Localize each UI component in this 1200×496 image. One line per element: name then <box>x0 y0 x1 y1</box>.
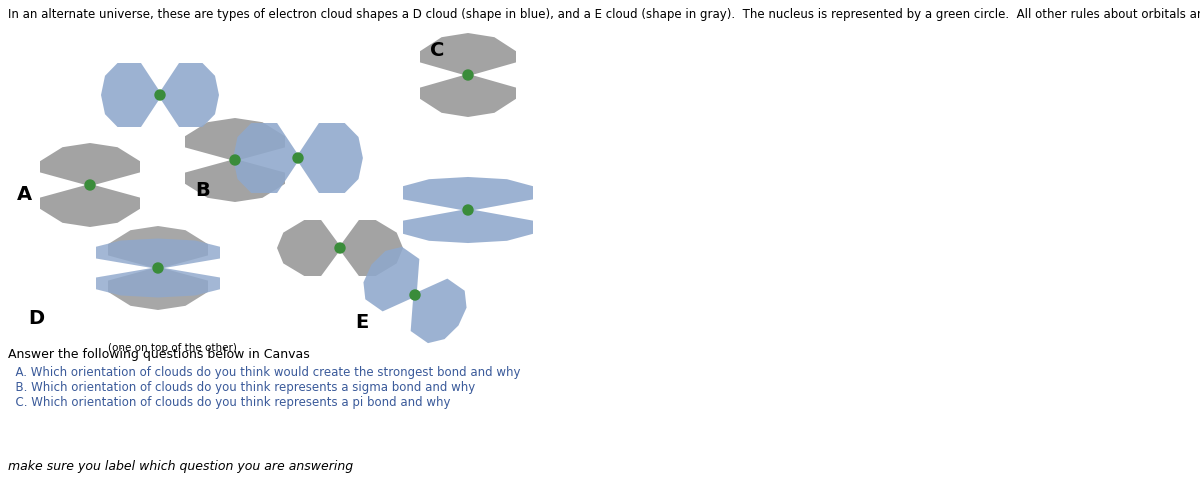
Text: A. Which orientation of clouds do you think would create the strongest bond and : A. Which orientation of clouds do you th… <box>8 366 521 379</box>
Polygon shape <box>40 143 140 227</box>
Circle shape <box>410 290 420 300</box>
Circle shape <box>155 90 166 100</box>
Text: make sure you label which question you are answering: make sure you label which question you a… <box>8 460 353 473</box>
Circle shape <box>154 263 163 273</box>
Circle shape <box>85 180 95 190</box>
Text: C: C <box>430 41 444 60</box>
Text: A: A <box>17 186 32 204</box>
Text: E: E <box>355 312 368 331</box>
Polygon shape <box>96 239 220 298</box>
Polygon shape <box>403 177 533 243</box>
Circle shape <box>230 155 240 165</box>
Circle shape <box>293 153 302 163</box>
Text: (one on top of the other): (one on top of the other) <box>108 343 236 353</box>
Polygon shape <box>420 33 516 117</box>
Circle shape <box>463 205 473 215</box>
Polygon shape <box>108 226 208 310</box>
Text: In an alternate universe, these are types of electron cloud shapes a D cloud (sh: In an alternate universe, these are type… <box>8 8 1200 21</box>
Circle shape <box>335 243 346 253</box>
Polygon shape <box>185 118 286 202</box>
Text: D: D <box>28 309 44 327</box>
Text: B. Which orientation of clouds do you think represents a sigma bond and why: B. Which orientation of clouds do you th… <box>8 381 475 394</box>
Circle shape <box>463 70 473 80</box>
Text: B: B <box>194 181 210 199</box>
Polygon shape <box>233 123 362 193</box>
Text: Answer the following questions below in Canvas: Answer the following questions below in … <box>8 348 310 361</box>
Polygon shape <box>277 220 403 276</box>
Polygon shape <box>364 247 467 343</box>
Polygon shape <box>101 63 220 127</box>
Text: C. Which orientation of clouds do you think represents a pi bond and why: C. Which orientation of clouds do you th… <box>8 396 450 409</box>
